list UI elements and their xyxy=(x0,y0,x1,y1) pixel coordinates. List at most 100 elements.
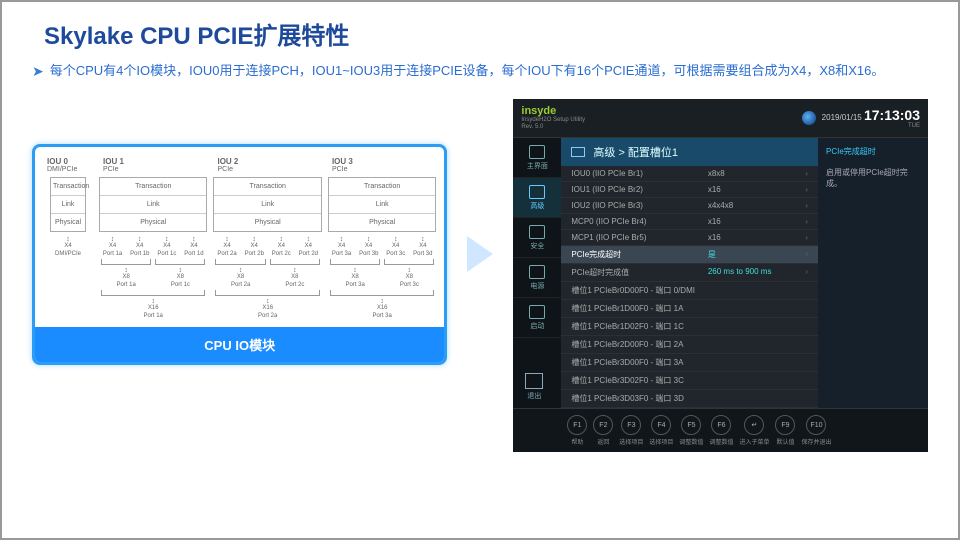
bios-day: TUE xyxy=(822,123,920,130)
sidebar-item[interactable]: 启动 xyxy=(513,298,561,338)
row-value xyxy=(709,339,808,350)
sidebar-item[interactable]: 电源 xyxy=(513,258,561,298)
sidebar-label: 高级 xyxy=(530,201,544,211)
fkey-label: 返回 xyxy=(597,437,609,446)
row-value: 是 xyxy=(708,249,805,260)
back-icon[interactable] xyxy=(571,147,585,157)
fkey-circle: F5 xyxy=(681,415,701,435)
iou-header: IOU 2PCIe xyxy=(213,157,238,173)
fkey-circle: ↵ xyxy=(744,415,764,435)
diagram-caption: CPU IO模块 xyxy=(35,327,444,362)
config-row[interactable]: 槽位1 PCIeBr1D00F0 - 端口 1A xyxy=(561,300,818,318)
chevron-icon: › xyxy=(805,217,808,226)
config-row[interactable]: 槽位1 PCIeBr0D00F0 - 端口 0/DMI xyxy=(561,282,818,300)
exit-label: 退出 xyxy=(527,391,541,401)
fkey-label: 调整数值 xyxy=(679,437,703,446)
bios-fkeys: F1帮助F2返回F3选择项目F4选择项目F5调整数值F6调整数值↵进入子菜单F9… xyxy=(513,408,928,452)
sidebar-label: 主界面 xyxy=(527,161,548,171)
layer-stack: TransactionLinkPhysical xyxy=(328,177,436,232)
row-value xyxy=(709,303,808,314)
help-title: PCIe完成超时 xyxy=(826,146,920,157)
row-key: IOU0 (IIO PCIe Br1) xyxy=(571,169,707,178)
help-body: 启用或停用PCIe超时完成。 xyxy=(826,167,920,189)
row-value xyxy=(709,357,808,368)
page-title: Skylake CPU PCIE扩展特性 xyxy=(2,2,958,57)
fkey[interactable]: F10保存并退出 xyxy=(801,415,831,446)
config-row[interactable]: PCIe超时完成值260 ms to 900 ms› xyxy=(561,264,818,282)
fkey-label: 默认值 xyxy=(776,437,794,446)
row-value: x8x8 xyxy=(708,169,805,178)
fkey[interactable]: F9 默认值 xyxy=(775,415,795,446)
row-key: 槽位1 PCIeBr0D00F0 - 端口 0/DMI xyxy=(571,285,709,296)
fkey[interactable]: F1 帮助 xyxy=(567,415,587,446)
row-value: x4x4x8 xyxy=(708,201,805,210)
bios-help: PCIe完成超时 启用或停用PCIe超时完成。 xyxy=(818,138,928,408)
row-value: x16 xyxy=(708,185,805,194)
sidebar-icon xyxy=(529,305,545,319)
fkey-circle: F1 xyxy=(567,415,587,435)
config-row[interactable]: 槽位1 PCIeBr2D00F0 - 端口 2A xyxy=(561,336,818,354)
bios-sidebar: 主界面高级安全电源启动 xyxy=(513,138,561,408)
row-key: MCP1 (IIO PCIe Br5) xyxy=(571,233,707,242)
config-row[interactable]: 槽位1 PCIeBr3D03F0 - 端口 3D xyxy=(561,390,818,408)
iou-header: IOU 1PCIe xyxy=(99,157,124,173)
io-diagram: IOU 0DMI/PCIeTransactionLinkPhysicalX4DM… xyxy=(43,157,436,319)
sidebar-icon xyxy=(529,225,545,239)
bios-time: 17:13:03 xyxy=(864,107,920,123)
sidebar-item[interactable]: 高级 xyxy=(513,178,561,218)
chevron-icon: › xyxy=(805,201,808,210)
config-row[interactable]: MCP1 (IIO PCIe Br5)x16› xyxy=(561,230,818,246)
config-row[interactable]: MCP0 (IIO PCIe Br4)x16› xyxy=(561,214,818,230)
row-key: 槽位1 PCIeBr3D00F0 - 端口 3A xyxy=(571,357,709,368)
description-text: 每个CPU有4个IO模块，IOU0用于连接PCH，IOU1~IOU3用于连接PC… xyxy=(50,61,885,81)
row-value xyxy=(709,321,808,332)
sidebar-item[interactable]: 安全 xyxy=(513,218,561,258)
bios-header: insyde InsydeH2O Setup Utility Rev. 5.0 … xyxy=(513,99,928,138)
config-row[interactable]: 槽位1 PCIeBr1D02F0 - 端口 1C xyxy=(561,318,818,336)
fkey[interactable]: F6调整数值 xyxy=(709,415,733,446)
config-row[interactable]: IOU2 (IIO PCIe Br3)x4x4x8› xyxy=(561,198,818,214)
bullet-icon: ➤ xyxy=(32,61,44,81)
layer-stack: TransactionLinkPhysical xyxy=(50,177,86,232)
row-key: 槽位1 PCIeBr2D00F0 - 端口 2A xyxy=(571,339,709,350)
sidebar-icon xyxy=(529,145,545,159)
fkey[interactable]: F4选择项目 xyxy=(649,415,673,446)
config-row[interactable]: IOU1 (IIO PCIe Br2)x16› xyxy=(561,182,818,198)
bios-breadcrumb[interactable]: 高级 > 配置槽位1 xyxy=(561,138,818,166)
iou-header: IOU 3PCIe xyxy=(328,157,353,173)
bios-body: 主界面高级安全电源启动 高级 > 配置槽位1 IOU0 (IIO PCIe Br… xyxy=(513,138,928,408)
fkey-label: 选择项目 xyxy=(619,437,643,446)
io-diagram-panel: IOU 0DMI/PCIeTransactionLinkPhysicalX4DM… xyxy=(32,144,447,365)
fkey-circle: F10 xyxy=(806,415,826,435)
chevron-icon: › xyxy=(805,249,808,260)
sidebar-item[interactable]: 主界面 xyxy=(513,138,561,178)
chevron-icon: › xyxy=(805,267,808,278)
row-key: PCIe超时完成值 xyxy=(571,267,707,278)
config-row[interactable]: PCIe完成超时是› xyxy=(561,246,818,264)
layer-stack: TransactionLinkPhysical xyxy=(99,177,207,232)
fkey[interactable]: F3选择项目 xyxy=(619,415,643,446)
row-key: 槽位1 PCIeBr3D03F0 - 端口 3D xyxy=(571,393,709,404)
fkey-circle: F9 xyxy=(775,415,795,435)
fkey[interactable]: ↵进入子菜单 xyxy=(739,415,769,446)
exit-icon xyxy=(525,373,543,389)
sidebar-label: 安全 xyxy=(530,241,544,251)
chevron-icon: › xyxy=(805,233,808,242)
config-row[interactable]: 槽位1 PCIeBr3D00F0 - 端口 3A xyxy=(561,354,818,372)
fkey-label: 帮助 xyxy=(571,437,583,446)
bios-logo: insyde xyxy=(521,105,585,117)
arrow-icon xyxy=(467,236,493,272)
row-key: 槽位1 PCIeBr3D02F0 - 端口 3C xyxy=(571,375,709,386)
fkey-label: 调整数值 xyxy=(709,437,733,446)
row-value xyxy=(709,393,808,404)
bios-screenshot: insyde InsydeH2O Setup Utility Rev. 5.0 … xyxy=(513,99,928,409)
config-row[interactable]: 槽位1 PCIeBr3D02F0 - 端口 3C xyxy=(561,372,818,390)
row-key: MCP0 (IIO PCIe Br4) xyxy=(571,217,707,226)
chevron-icon: › xyxy=(805,185,808,194)
config-row[interactable]: IOU0 (IIO PCIe Br1)x8x8› xyxy=(561,166,818,182)
exit-button[interactable]: 退出 xyxy=(525,373,543,401)
fkey[interactable]: F2返回 xyxy=(593,415,613,446)
globe-icon xyxy=(802,111,816,125)
fkey[interactable]: F5 调整数值 xyxy=(679,415,703,446)
sidebar-label: 启动 xyxy=(530,321,544,331)
